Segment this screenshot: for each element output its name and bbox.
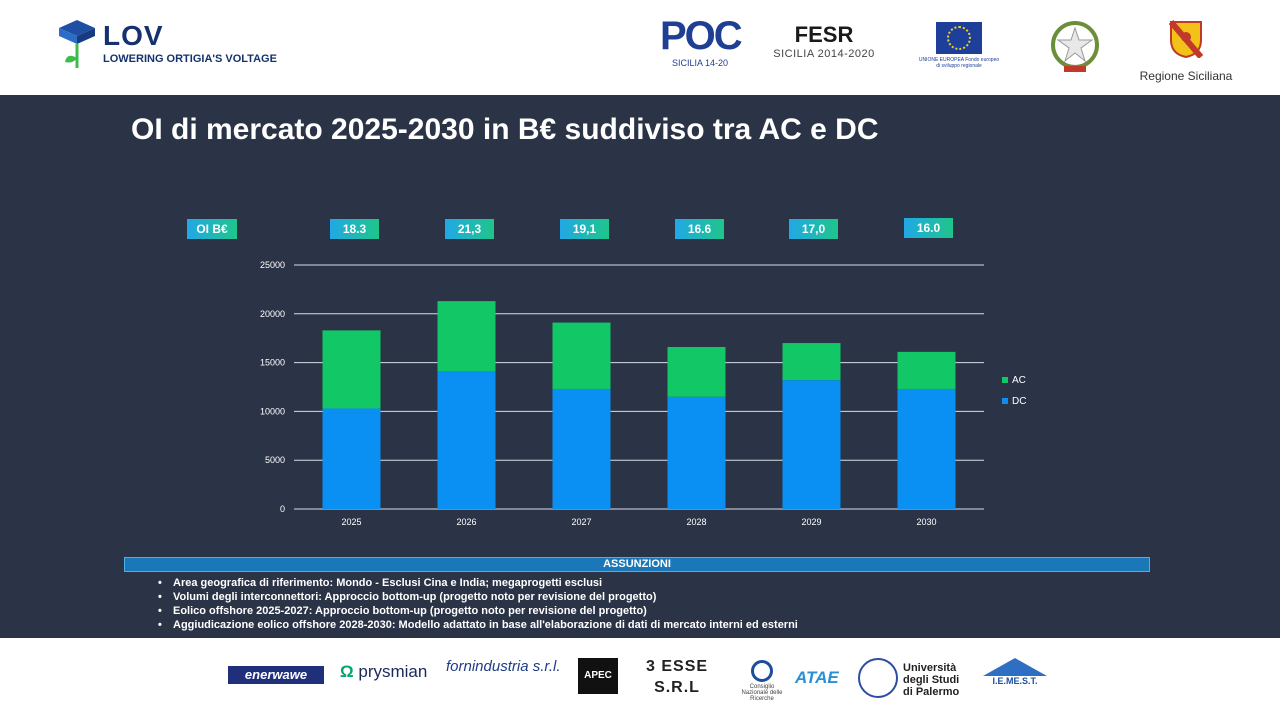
enerwave-logo: enerwawe bbox=[228, 666, 324, 684]
bar-ac bbox=[667, 346, 726, 397]
cnr-icon bbox=[751, 660, 773, 682]
fesr-logo: FESR SICILIA 2014-2020 bbox=[772, 22, 876, 60]
bar-ac bbox=[782, 343, 841, 381]
x-tick-label: 2030 bbox=[916, 517, 936, 527]
x-tick-label: 2029 bbox=[801, 517, 821, 527]
tre-esse-line1: 3 ESSE bbox=[646, 658, 709, 675]
fornindustria-logo: fornindustria s.r.l. bbox=[446, 658, 561, 675]
x-tick-label: 2028 bbox=[686, 517, 706, 527]
y-tick-label: 25000 bbox=[260, 260, 285, 270]
y-tick-label: 10000 bbox=[260, 406, 285, 416]
slide-title: OI di mercato 2025-2030 in B€ suddiviso … bbox=[131, 113, 879, 146]
tre-esse-logo: 3 ESSE S.R.L bbox=[646, 656, 708, 698]
assumption-item: Aggiudicazione eolico offshore 2028-2030… bbox=[158, 618, 798, 632]
prysmian-logo: Ω prysmian bbox=[340, 662, 427, 682]
assumptions-header: ASSUNZIONI bbox=[124, 557, 1150, 572]
legend-label-dc: DC bbox=[1012, 396, 1026, 407]
bar-dc bbox=[322, 408, 381, 509]
totals-label-badge: OI B€ bbox=[187, 219, 237, 239]
bar-dc bbox=[782, 380, 841, 509]
bar-ac bbox=[437, 301, 496, 372]
total-badge-2027: 19,1 bbox=[560, 219, 609, 239]
total-badge-2028: 16.6 bbox=[675, 219, 724, 239]
poc-sicilia-logo: POC SICILIA 14-20 bbox=[660, 14, 743, 68]
tre-esse-line2: S.R.L bbox=[654, 679, 700, 696]
bar-dc bbox=[437, 371, 496, 509]
bar-dc bbox=[897, 388, 956, 509]
x-tick-label: 2026 bbox=[456, 517, 476, 527]
bar-ac bbox=[897, 351, 956, 389]
lov-title: LOV bbox=[103, 20, 164, 51]
y-tick-label: 15000 bbox=[260, 358, 285, 368]
bar-ac bbox=[322, 330, 381, 409]
eu-logo: UNIONE EUROPEA Fondo europeo di sviluppo… bbox=[918, 22, 1000, 69]
trinacria-shield-icon bbox=[1168, 20, 1204, 59]
x-tick-label: 2025 bbox=[341, 517, 361, 527]
poc-word: POC bbox=[660, 14, 743, 58]
x-tick-label: 2027 bbox=[571, 517, 591, 527]
assumptions-list: Area geografica di riferimento: Mondo - … bbox=[158, 576, 798, 632]
total-badge-2025: 18.3 bbox=[330, 219, 379, 239]
total-badge-2026: 21,3 bbox=[445, 219, 494, 239]
regione-siciliana-logo: Regione Siciliana bbox=[1138, 20, 1234, 83]
cnr-text: Consiglio Nazionale delle Ricerche bbox=[741, 684, 783, 702]
footer-partners: enerwawe Ω prysmian fornindustria s.r.l.… bbox=[0, 638, 1280, 720]
fesr-word: FESR bbox=[794, 22, 854, 47]
assumption-item: Area geografica di riferimento: Mondo - … bbox=[158, 576, 798, 590]
unipa-line3: di Palermo bbox=[903, 686, 960, 698]
unipa-logo: Università degli Studi di Palermo bbox=[903, 662, 959, 698]
iemest-logo: I.E.ME.S.T. bbox=[976, 658, 1054, 686]
lov-logo-icon bbox=[59, 20, 95, 68]
fesr-sub: SICILIA 2014-2020 bbox=[773, 48, 875, 60]
apeco-logo: APEC bbox=[578, 658, 618, 694]
eu-sub: UNIONE EUROPEA Fondo europeo di sviluppo… bbox=[918, 57, 1000, 69]
legend-swatch-dc bbox=[1002, 398, 1008, 404]
iemest-text: I.E.ME.S.T. bbox=[992, 676, 1038, 686]
cnr-logo: Consiglio Nazionale delle Ricerche bbox=[740, 660, 784, 702]
total-badge-2030: 16.0 bbox=[904, 218, 953, 238]
total-badge-2029: 17,0 bbox=[789, 219, 838, 239]
y-tick-label: 5000 bbox=[265, 455, 285, 465]
unipa-line2: degli Studi bbox=[903, 674, 960, 686]
y-tick-label: 0 bbox=[280, 504, 285, 514]
prysmian-text: prysmian bbox=[358, 662, 428, 681]
y-tick-label: 20000 bbox=[260, 309, 285, 319]
bar-dc bbox=[552, 388, 611, 509]
main-panel: OI di mercato 2025-2030 in B€ suddiviso … bbox=[0, 95, 1280, 638]
bar-dc bbox=[667, 396, 726, 509]
eu-flag-icon bbox=[936, 22, 982, 54]
poc-sub: SICILIA 14-20 bbox=[671, 58, 729, 68]
atae-logo: ATAE bbox=[795, 668, 839, 687]
bar-ac bbox=[552, 322, 611, 389]
unipa-seal-icon bbox=[858, 658, 898, 698]
regione-text: Regione Siciliana bbox=[1139, 69, 1233, 83]
prysmian-mark-icon: Ω bbox=[340, 662, 359, 681]
assumption-item: Eolico offshore 2025-2027: Approccio bot… bbox=[158, 604, 798, 618]
legend-label-ac: AC bbox=[1012, 375, 1026, 386]
lov-subtitle: LOWERING ORTIGIA'S VOLTAGE bbox=[103, 53, 277, 65]
assumption-item: Volumi degli interconnettori: Approccio … bbox=[158, 590, 798, 604]
header-bar: LOV LOWERING ORTIGIA'S VOLTAGE POC SICIL… bbox=[0, 0, 1280, 95]
iemest-roof-icon bbox=[983, 658, 1047, 676]
unipa-line1: Università bbox=[903, 662, 957, 674]
legend-swatch-ac bbox=[1002, 377, 1008, 383]
stacked-bar-chart: 0 5000 10000 15000 20000 25000 2025 2026 2027 202… bbox=[260, 260, 1026, 527]
italian-republic-emblem-icon bbox=[1048, 18, 1102, 81]
